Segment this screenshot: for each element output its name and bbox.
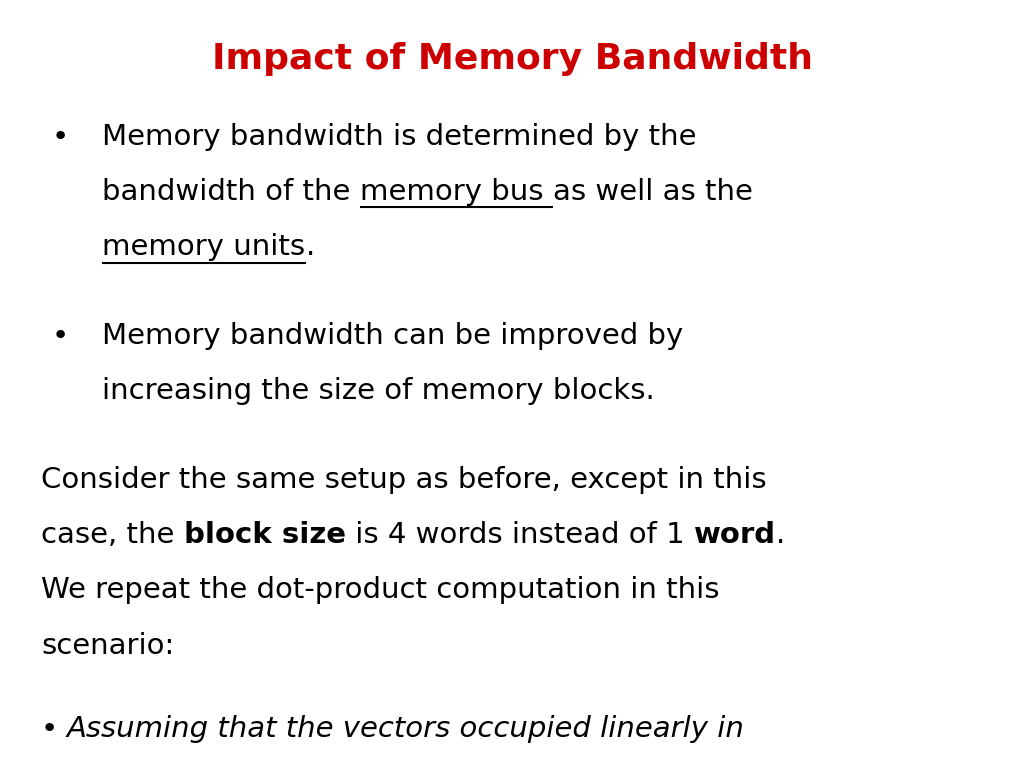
Text: •: • (41, 714, 58, 743)
Text: We repeat the dot-product computation in this: We repeat the dot-product computation in… (41, 576, 720, 604)
Text: Consider the same setup as before, except in this: Consider the same setup as before, excep… (41, 465, 767, 494)
Text: case, the: case, the (41, 521, 183, 549)
Text: Impact of Memory Bandwidth: Impact of Memory Bandwidth (212, 42, 812, 76)
Text: Assuming that the vectors occupied linearly in: Assuming that the vectors occupied linea… (67, 714, 744, 743)
Text: increasing the size of memory blocks.: increasing the size of memory blocks. (102, 377, 655, 406)
Text: .: . (305, 233, 314, 261)
Text: .: . (776, 521, 785, 549)
Text: scenario:: scenario: (41, 631, 174, 660)
Text: •: • (51, 123, 69, 151)
Text: •: • (51, 322, 69, 350)
Text: Memory bandwidth is determined by the: Memory bandwidth is determined by the (102, 123, 697, 151)
Text: Memory bandwidth can be improved by: Memory bandwidth can be improved by (102, 322, 684, 350)
Text: word: word (693, 521, 776, 549)
Text: as well as the: as well as the (553, 178, 753, 206)
Text: memory bus: memory bus (360, 178, 553, 206)
Text: bandwidth of the: bandwidth of the (102, 178, 360, 206)
Text: memory units: memory units (102, 233, 305, 261)
Text: is 4 words instead of 1: is 4 words instead of 1 (345, 521, 693, 549)
Text: block size: block size (183, 521, 345, 549)
